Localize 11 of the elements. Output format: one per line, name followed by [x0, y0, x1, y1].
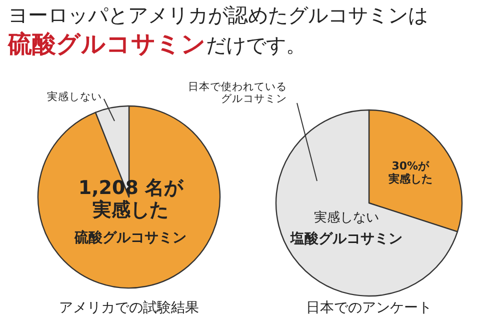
pie-slice — [37, 105, 221, 288]
chart-subtitle: 硫酸グルコサミンだけです。 — [8, 30, 306, 59]
slice-label: 30%が実感した — [387, 159, 434, 186]
slice-label: 実感しない — [314, 210, 379, 227]
text: アメリカでの試験結果 — [59, 300, 199, 316]
slice-label: 実感しない — [46, 90, 102, 103]
text: 塩酸グルコサミン — [290, 231, 402, 248]
text: 日本でのアンケート — [306, 300, 432, 316]
text: 日本で使われているグルコサミン — [187, 81, 287, 106]
chart-title: ヨーロッパとアメリカが認めたグルコサミンは — [8, 3, 428, 27]
text: 硫酸グルコサミン — [74, 230, 187, 246]
